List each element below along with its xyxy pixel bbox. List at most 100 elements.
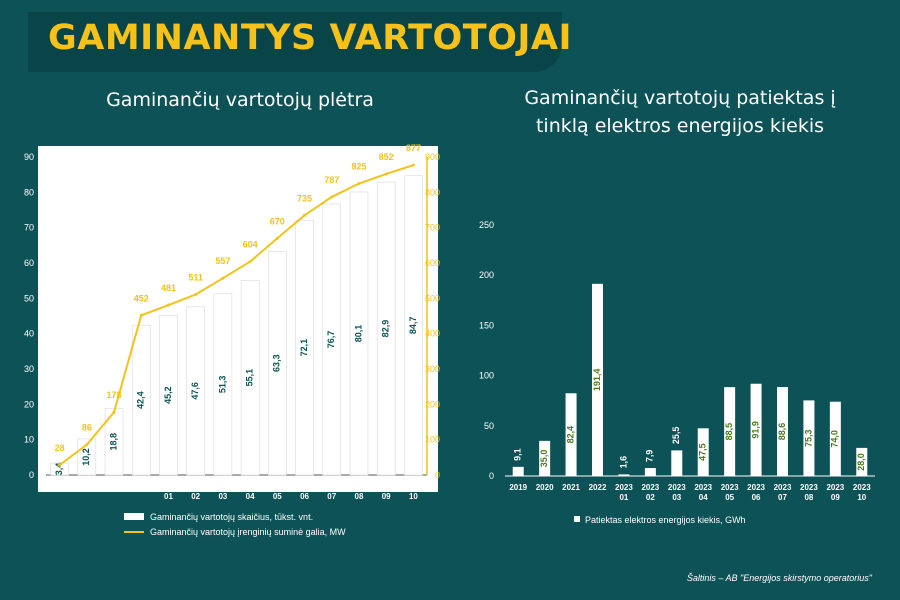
right-chart-y-tick-2: 100 [479,371,494,381]
right-chart-x-tick-8: 2023 05 [721,483,739,502]
left-line-point-4 [166,303,170,307]
title-banner: GAMINANTYS VARTOTOJAI [28,12,572,72]
left-bar-label-3: 42,4 [136,391,146,409]
page-title: GAMINANTYS VARTOTOJAI [48,18,573,58]
right-chart-x-tick-3: 2022 [589,483,607,492]
left-bar-5 [186,306,205,476]
left-line-point-9 [303,213,307,217]
right-bar-label-11: 75,3 [803,429,813,447]
left-chart-x-tick-line-10-0: 2023 [323,482,341,491]
right-chart-x-tick-line-12-0: 2023 [826,483,844,492]
right-chart-x-tick-2: 2021 [562,483,580,492]
left-chart-x-tick-10: 2023 07 [323,482,341,501]
left-bar-label-9: 72,1 [299,339,309,357]
right-chart-y-tick-1: 50 [484,421,494,431]
left-line-label-3: 452 [134,293,149,303]
right-bar-10 [777,387,788,476]
left-line-point-0 [58,463,62,467]
left-chart-y2-tick-9: 900 [425,152,440,162]
right-bar-label-6: 25,5 [671,427,681,445]
left-chart-x-tick-9: 2023 06 [296,482,314,501]
right-chart-x-tick-0: 2019 [509,483,527,492]
left-chart-x-tick-11: 2023 08 [350,482,368,501]
left-chart-x-tick-line-7-0: 2023 [241,482,259,491]
right-chart-x-tick-line-8-1: 05 [725,493,734,502]
left-chart-y2-tick-3: 300 [425,364,440,374]
right-chart-x-tick-10: 2023 07 [774,483,792,502]
left-line-label-6: 557 [215,256,230,266]
left-line-label-4: 481 [161,283,176,293]
left-line-point-2 [112,410,116,414]
right-bar-label-9: 91,9 [750,421,760,439]
right-bar-label-1: 35,0 [539,450,549,468]
left-chart-x-tick-5: 2023 02 [187,482,205,501]
left-line-point-7 [248,260,252,264]
right-chart-x-tick-line-7-1: 04 [699,493,708,502]
right-chart-subtitle: Gaminančių vartotojų patiektas į tinklą … [490,84,870,140]
right-bar-4 [618,474,630,476]
left-line-label-12: 852 [379,152,394,162]
left-chart-x-tick-line-5-1: 02 [191,492,200,501]
right-chart-y-tick-3: 150 [479,320,494,330]
left-bar-label-10: 76,7 [326,331,336,349]
right-bar-0 [512,466,524,476]
right-bar-label-8: 88,5 [724,423,734,441]
right-chart-y-tick-4: 200 [479,270,494,280]
left-chart-x-tick-7: 2023 04 [241,482,259,501]
right-chart-x-tick-line-9-0: 2023 [747,483,765,492]
right-bar-label-4: 1,6 [618,456,628,469]
right-chart-x-tick-line-5-0: 2023 [641,483,659,492]
left-chart-y-tick-1: 10 [24,435,34,445]
right-bar-6 [671,450,683,476]
left-chart-x-tick-4: 2023 01 [160,482,178,501]
left-bar-10 [322,203,342,476]
left-chart-x-tick-line-13-0: 2023 [404,482,422,491]
right-chart-x-tick-7: 2023 04 [694,483,712,502]
right-chart-x-tick-line-7-0: 2023 [694,483,712,492]
left-bar-label-11: 80,1 [353,325,363,343]
left-bar-label-0: 3,4 [54,463,64,476]
right-chart-x-tick-line-11-1: 08 [804,493,813,502]
right-chart-x-tick-1: 2020 [536,483,554,492]
left-chart-x-tick-2: 2021 [105,482,123,491]
left-bar-label-2: 18,8 [108,433,118,451]
right-chart-x-tick-5: 2023 02 [641,483,659,502]
left-chart-x-tick-line-4-1: 01 [164,492,173,501]
left-chart-x-tick-line-4-0: 2023 [160,482,178,491]
left-bar-label-4: 45,2 [163,386,173,404]
right-bar-1 [539,440,551,476]
left-line-point-5 [194,292,198,296]
left-line-label-1: 86 [82,423,92,433]
left-bar-9 [295,219,314,476]
left-chart-x-tick-line-10-1: 07 [327,492,336,501]
left-chart-x-tick-line-9-1: 06 [300,492,309,501]
left-chart-x-tick-line-0-0: 2019 [51,482,69,491]
left-legend-bar-label: Gaminančių vartotojų skaičius, tūkst. vn… [150,512,313,522]
left-bar-11 [349,191,369,476]
left-line-point-13 [411,163,415,167]
left-chart-x-tick-line-11-0: 2023 [350,482,368,491]
right-bar-label-3: 191,4 [592,369,602,392]
left-legend-bar-swatch [124,513,144,520]
right-chart-x-tick-line-10-0: 2023 [774,483,792,492]
right-chart-x-tick-line-12-1: 09 [831,493,840,502]
left-line-point-3 [139,313,143,317]
left-line-label-0: 28 [55,443,65,453]
left-chart-y-tick-4: 40 [24,329,34,339]
left-chart-x-tick-line-8-1: 05 [273,492,282,501]
right-bar-5 [644,468,656,476]
left-chart-x-tick-line-8-0: 2023 [268,482,286,491]
left-chart-x-tick-0: 2019 [51,482,69,491]
left-line-label-2: 178 [107,390,122,400]
right-chart-x-tick-9: 2023 06 [747,483,765,502]
right-chart-x-tick-4: 2023 01 [615,483,633,502]
right-chart-y-tick-5: 250 [479,220,494,230]
right-bar-9 [750,383,762,476]
left-chart-x-tick-line-3-0: 2022 [132,482,150,491]
right-legend-label: Patiektas elektros energijos kiekis, GWh [585,515,746,525]
source-note: Šaltinis – AB "Energijos skirstymo opera… [686,573,872,583]
left-bar-3 [131,324,151,476]
right-chart-x-tick-line-13-0: 2023 [853,483,871,492]
right-bar-12 [829,401,841,476]
left-chart-y-tick-5: 50 [24,293,34,303]
